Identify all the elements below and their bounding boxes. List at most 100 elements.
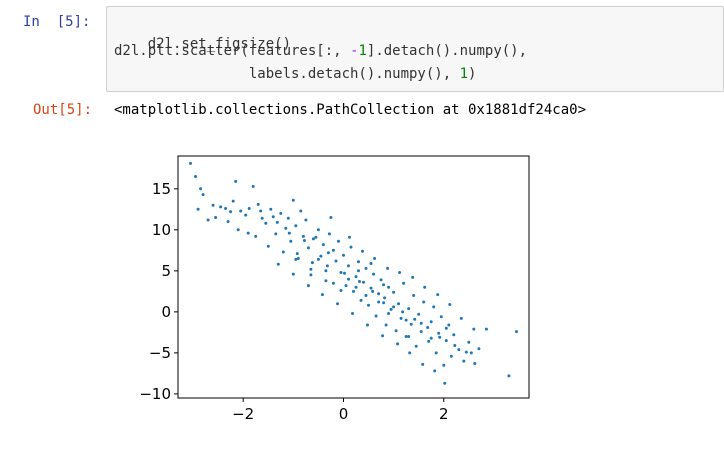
scatter-point [327,232,331,236]
scatter-point [484,327,488,331]
scatter-point [219,205,223,209]
scatter-point [295,252,299,256]
scatter-point [362,280,365,284]
code-text: d2l.plt.scatter(features[:, [114,43,351,59]
scatter-point [364,266,368,270]
scatter-point [464,350,468,354]
scatter-point [423,285,427,289]
scatter-point [369,262,373,265]
scatter-points [189,161,518,385]
scatter-point [408,351,412,355]
scatter-point [366,323,369,327]
scatter-point [374,314,378,318]
scatter-point [349,245,353,249]
scatter-point [448,303,452,306]
code-line: d2l.set_figsize() [114,20,291,68]
scatter-point [417,312,421,316]
scatter-point [275,220,279,224]
scatter-point [371,289,375,293]
scatter-point [426,326,430,329]
scatter-point [343,271,346,275]
scatter-point [377,292,381,296]
scatter-point [382,283,386,287]
scatter-point [310,261,314,265]
scatter-point [358,280,361,283]
scatter-point [429,320,433,324]
scatter-point [274,232,278,236]
scatter-point [306,246,310,250]
y-tick-label: −10 [139,385,171,403]
scatter-point [314,235,318,239]
scatter-point [329,216,333,219]
code-cell-editor[interactable]: d2l.set_figsize() d2l.plt.scatter(featur… [106,6,724,92]
scatter-point [260,216,264,220]
scatter-point [429,336,433,340]
scatter-point [196,207,200,211]
scatter-point [447,323,451,327]
scatter-point [442,363,446,367]
scatter-point [444,339,448,343]
scatter-point [294,224,298,228]
scatter-point [452,333,456,337]
output-prompt: Out[5]: [33,102,93,118]
scatter-point [369,286,373,290]
scatter-point [469,351,473,355]
scatter-point [411,275,415,279]
scatter-point [226,220,230,224]
scatter-point [419,330,423,334]
scatter-point [309,267,313,271]
scatter-point [320,293,324,297]
scatter-point [344,284,348,288]
y-tick-label: 5 [161,262,171,280]
scatter-point [351,312,354,315]
scatter-point [299,209,303,213]
y-tick-label: 15 [152,180,171,198]
scatter-point [432,305,436,309]
scatter-point [382,301,386,305]
scatter-point [443,381,447,385]
scatter-point [439,315,443,319]
scatter-point [324,279,328,283]
scatter-plot: −2 0 2 −10 −5 0 5 10 15 [139,155,530,423]
scatter-point [413,317,417,321]
scatter-point [342,253,345,257]
code-text: ) [468,66,477,82]
scatter-point [302,239,306,242]
scatter-point [276,262,280,266]
scatter-point [244,213,248,217]
scatter-point [286,216,290,220]
scatter-point [361,249,364,253]
y-tick-label: −5 [149,344,171,362]
scatter-point [352,289,355,293]
scatter-point [236,228,240,232]
scatter-point [397,302,401,306]
x-tick-label: 2 [439,405,449,423]
scatter-point [407,307,411,311]
scatter-point [224,207,228,210]
scatter-point [472,327,476,331]
scatter-point [357,269,360,273]
scatter-point [381,334,385,338]
scatter-point [287,231,291,235]
input-prompt: In [5]: [23,14,91,30]
scatter-point [309,273,313,277]
scatter-point [199,187,203,191]
scatter-point [331,248,335,252]
scatter-point [394,329,398,333]
scatter-point [264,221,268,225]
scatter-point [214,216,218,219]
scatter-point [427,339,431,343]
code-text: ].detach().numpy(), [366,43,528,59]
scatter-point [347,277,350,281]
scatter-point [404,318,408,322]
scatter-point [404,335,408,338]
output-repr-text: <matplotlib.collections.PathCollection a… [114,102,587,118]
scatter-point [414,344,418,348]
scatter-point [477,347,481,351]
scatter-point [462,359,466,363]
scatter-point [449,354,453,358]
scatter-point [407,335,411,338]
scatter-point [347,264,350,268]
scatter-point [336,302,339,306]
scatter-point [301,234,305,238]
